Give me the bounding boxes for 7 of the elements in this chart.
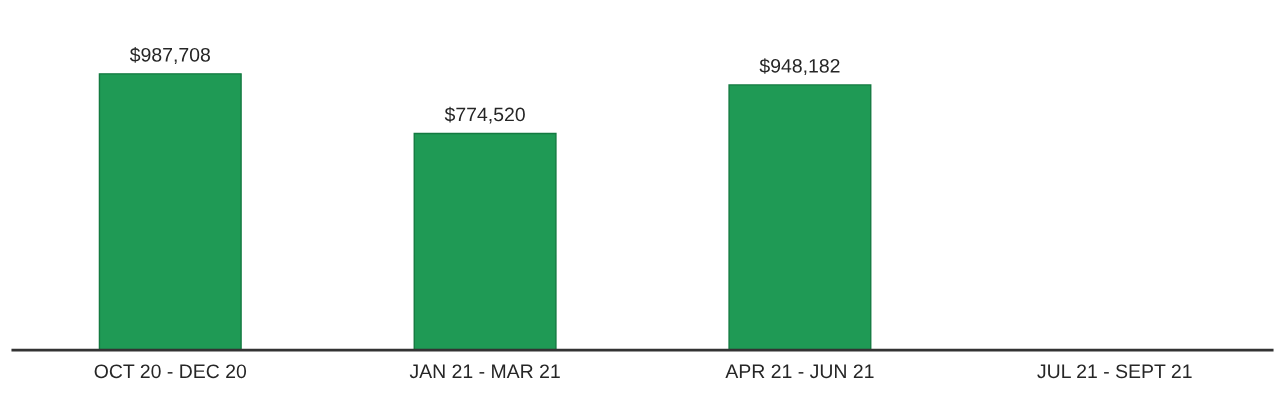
- x-tick-label: JAN 21 - MAR 21: [409, 364, 560, 379]
- data-label: $948,182: [759, 58, 840, 76]
- data-label: $774,520: [444, 106, 525, 124]
- x-tick-label: OCT 20 - DEC 20: [94, 364, 247, 379]
- x-tick-label: JUL 21 - SEPT 21: [1037, 364, 1192, 379]
- data-label: $987,708: [129, 47, 210, 64]
- x-tick-label: APR 21 - JUN 21: [725, 364, 874, 379]
